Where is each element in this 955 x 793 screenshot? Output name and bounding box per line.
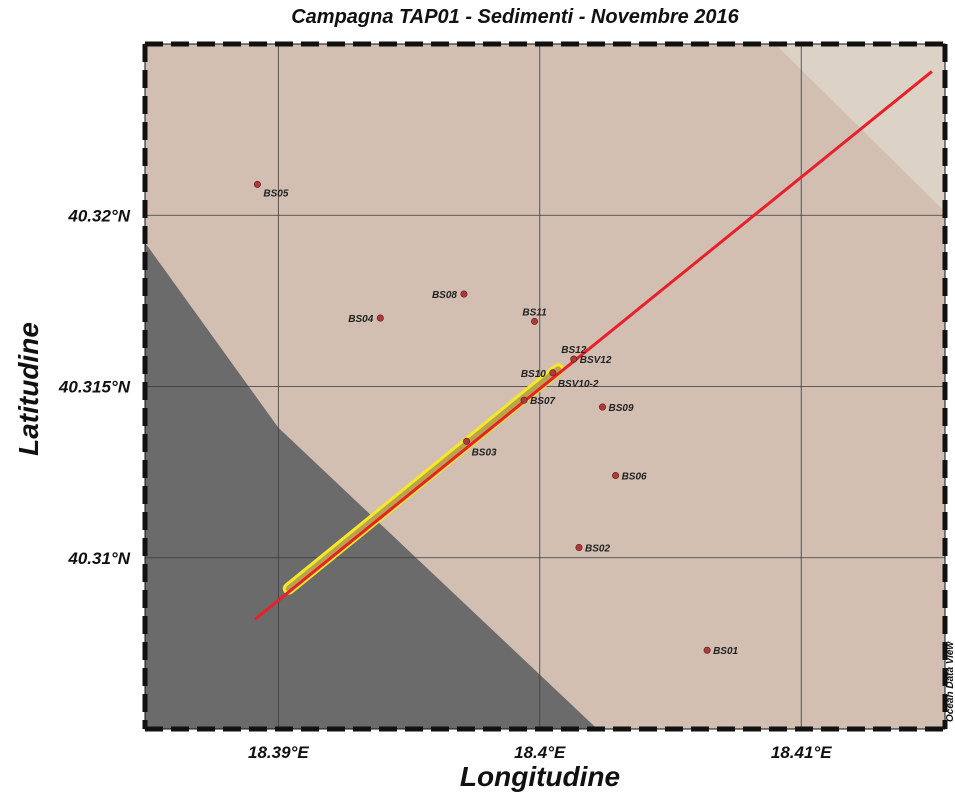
station-label: BSV10-2 xyxy=(558,379,599,390)
map-frame xyxy=(142,41,948,732)
station-marker xyxy=(570,355,578,363)
station-label: BSV12 xyxy=(580,355,612,366)
x-axis-title: Longitudine xyxy=(460,761,620,792)
survey-corridor xyxy=(282,363,565,595)
corridor-inner xyxy=(285,366,562,592)
station-label: BS02 xyxy=(585,543,610,554)
x-axis-ticks: 18.39°E 18.4°E 18.41°E xyxy=(248,743,832,762)
x-tick-label: 18.41°E xyxy=(771,743,832,762)
y-axis-ticks: 40.32°N 40.315°N 40.31°N xyxy=(58,206,131,568)
x-tick-label: 18.39°E xyxy=(248,743,309,762)
land-area xyxy=(145,242,598,729)
station-label: BS01 xyxy=(713,646,738,657)
station-label: BS10 xyxy=(521,369,546,380)
station-label: BS09 xyxy=(609,403,634,414)
station-marker xyxy=(463,437,471,445)
station-label: BS12 xyxy=(561,345,586,356)
station-marker xyxy=(612,472,620,480)
station-marker xyxy=(531,317,539,325)
station-marker xyxy=(575,543,583,551)
station-label: BS06 xyxy=(622,472,647,483)
station-marker xyxy=(599,403,607,411)
y-axis-title: Latitudine xyxy=(13,322,44,456)
station-label: BS04 xyxy=(348,314,373,325)
y-tick-label: 40.31°N xyxy=(67,549,130,568)
station-label: BS05 xyxy=(263,188,288,199)
station-label: BS07 xyxy=(530,396,555,407)
station-label: BS03 xyxy=(472,447,497,458)
station-marker xyxy=(520,396,528,404)
station-marker xyxy=(253,180,261,188)
station-label: BS11 xyxy=(522,307,547,318)
station-marker xyxy=(549,369,557,377)
station-marker xyxy=(703,646,711,654)
y-tick-label: 40.32°N xyxy=(67,206,130,225)
station-label: BS08 xyxy=(432,290,457,301)
station-marker xyxy=(460,290,468,298)
y-tick-label: 40.315°N xyxy=(58,378,131,397)
station-marker xyxy=(376,314,384,322)
credit-text: Ocean Data View xyxy=(945,641,955,722)
map-title: Campagna TAP01 - Sedimenti - Novembre 20… xyxy=(291,6,739,28)
x-tick-label: 18.4°E xyxy=(514,743,566,762)
pipeline-route xyxy=(253,70,933,621)
